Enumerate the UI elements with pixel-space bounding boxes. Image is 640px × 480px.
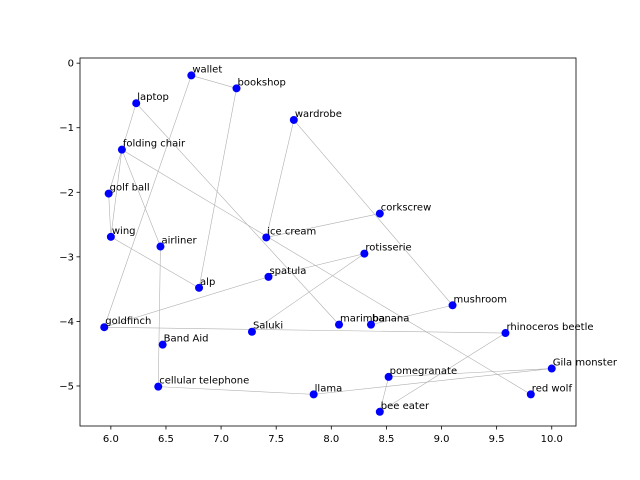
data-point [247,327,256,336]
point-label: alp [200,277,215,288]
point-label: spatula [269,266,306,277]
data-point [366,320,375,329]
edge-line [266,213,380,238]
data-point [547,364,556,373]
point-label: llama [315,383,343,394]
x-tick-label: 6.0 [103,434,119,445]
y-tick-label: −5 [59,381,74,392]
edge-line [379,376,389,412]
x-tick-label: 10.0 [541,434,563,445]
y-tick-label: −3 [59,252,74,263]
point-label: bee eater [381,401,430,412]
edge-line [157,246,161,387]
x-tick-label: 7.0 [213,434,229,445]
edge-line [191,75,237,89]
data-point [158,340,167,349]
edge-line [110,149,123,237]
point-label: corkscrew [381,203,431,214]
point-label: ice cream [267,226,316,237]
x-tick-label: 9.5 [489,434,505,445]
x-tick-label: 8.5 [378,434,394,445]
x-tick-label: 6.5 [158,434,174,445]
edge-line [104,326,506,334]
point-label: airliner [161,236,197,247]
axes-frame [79,57,577,427]
edge-line [251,253,365,332]
data-point [104,189,113,198]
edge-line [110,236,200,289]
point-label: laptop [137,92,169,103]
point-label: wallet [192,64,222,75]
data-point [335,320,344,329]
data-point [132,99,141,108]
point-label: banana [372,314,409,325]
edge-line [379,332,506,413]
data-point [262,233,271,242]
y-tick-label: 0 [68,59,74,70]
edge-line [198,88,237,288]
edge-line [158,386,314,395]
data-point [187,71,196,80]
data-point [100,323,109,332]
point-label: folding chair [123,139,186,150]
data-point [375,209,384,218]
point-label: bookshop [238,77,286,88]
edge-line [103,75,192,328]
data-point [289,115,298,124]
point-label: Band Aid [164,334,209,345]
x-tick-label: 7.5 [268,434,284,445]
y-tick-label: −1 [59,123,74,134]
point-label: Saluki [253,321,283,332]
x-tick-label: 9.0 [434,434,450,445]
data-point [309,390,318,399]
data-point [232,84,241,93]
point-label: rhinoceros beetle [506,322,593,333]
edge-line [108,193,112,237]
edge-line [370,304,453,325]
edge-line [268,253,365,278]
data-point [195,283,204,292]
data-point [106,232,115,241]
point-label: red wolf [532,383,573,394]
data-point [154,382,163,391]
data-point [264,272,273,281]
edge-line [265,119,295,238]
edge-line [388,368,552,378]
y-tick-label: −2 [59,188,74,199]
point-label: wardrobe [295,109,342,120]
edge-line [104,276,269,328]
point-label: marimba [340,314,385,325]
data-point [384,372,393,381]
point-label: wing [112,226,136,237]
point-label: mushroom [454,294,508,305]
x-tick-label: 8.0 [323,434,339,445]
edge-line [135,102,340,325]
point-label: pomegranate [390,366,458,377]
data-point [501,329,510,338]
point-label: goldfinch [105,316,151,327]
data-point [526,390,535,399]
data-point [448,301,457,310]
data-point [375,407,384,416]
point-label: cellular telephone [159,376,249,387]
data-point [360,249,369,258]
point-label: rotisserie [365,243,411,254]
point-label: golf ball [110,183,150,194]
edge-line [293,119,453,306]
data-point [117,145,126,154]
edge-line [121,149,531,395]
edge-line [313,368,552,395]
plot-area: wallet bookshop laptop wardrobe folding chai… [59,57,618,445]
point-label: Gila monster [553,358,618,369]
edge-line [121,149,161,247]
y-tick-label: −4 [59,317,74,328]
data-point [156,242,165,251]
